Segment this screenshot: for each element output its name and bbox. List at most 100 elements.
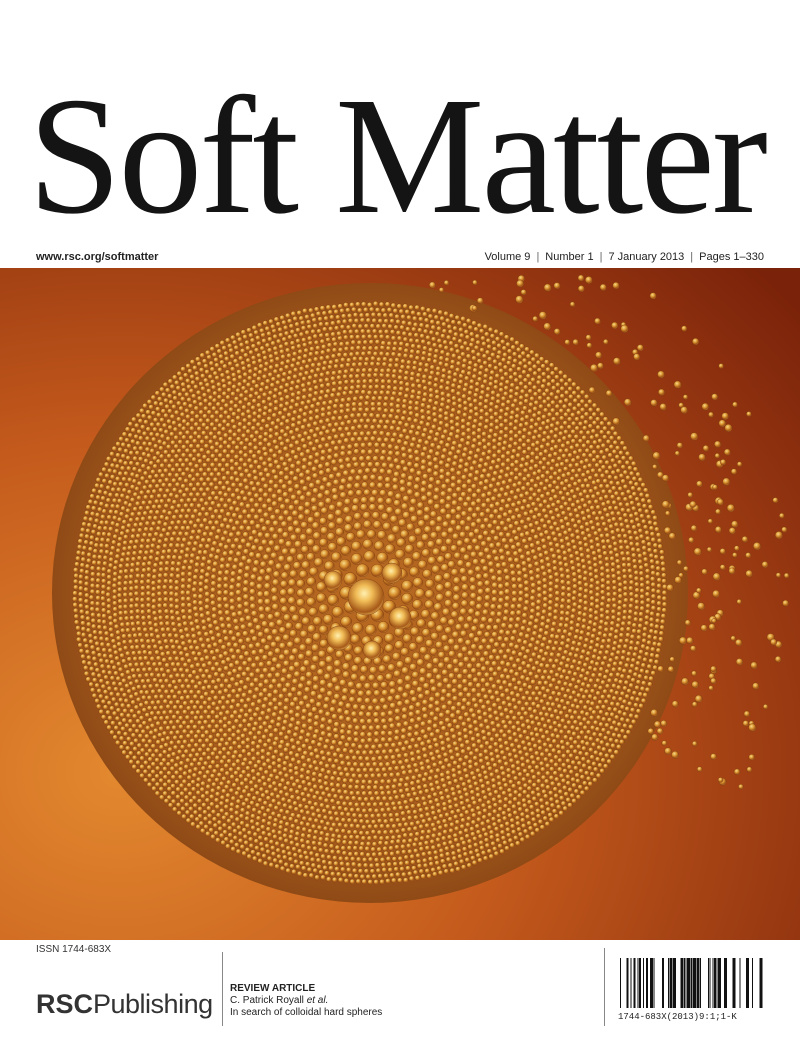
droplet [478, 415, 485, 422]
droplet [310, 739, 317, 746]
droplet [209, 709, 216, 716]
droplet [423, 689, 431, 697]
droplet [487, 744, 494, 751]
droplet [174, 604, 180, 610]
droplet [235, 530, 242, 538]
droplet [176, 644, 183, 651]
droplet [442, 572, 452, 581]
droplet [450, 388, 457, 395]
droplet [368, 481, 377, 489]
droplet [456, 652, 465, 660]
droplet [373, 540, 385, 552]
droplet [462, 400, 469, 406]
droplet [471, 696, 478, 704]
droplet [355, 790, 362, 797]
droplet [430, 755, 437, 762]
droplet [263, 678, 270, 686]
droplet [127, 638, 134, 645]
droplet [309, 805, 316, 812]
droplet [357, 813, 364, 819]
droplet [491, 648, 498, 655]
droplet [257, 545, 265, 553]
droplet [201, 471, 208, 478]
droplet [225, 511, 232, 518]
droplet [141, 684, 148, 690]
droplet [546, 411, 553, 418]
droplet [152, 705, 159, 711]
droplet [255, 815, 262, 822]
droplet [266, 506, 274, 513]
droplet [338, 771, 345, 778]
droplet [591, 653, 597, 660]
droplet [355, 412, 363, 419]
droplet [597, 685, 604, 691]
droplet [588, 583, 595, 590]
droplet [178, 760, 185, 767]
droplet [619, 550, 626, 557]
droplet [307, 763, 314, 770]
droplet [515, 759, 521, 766]
droplet [528, 614, 535, 621]
droplet [203, 668, 211, 675]
droplet [307, 357, 313, 364]
droplet [549, 627, 556, 634]
droplet [168, 719, 175, 726]
droplet [479, 389, 486, 396]
droplet [172, 426, 179, 433]
droplet [488, 503, 496, 510]
droplet [467, 390, 473, 396]
droplet [532, 743, 539, 749]
droplet [461, 386, 468, 393]
droplet [448, 650, 456, 658]
droplet [149, 672, 155, 678]
droplet [292, 731, 299, 739]
droplet [575, 454, 581, 461]
droplet [413, 767, 420, 774]
droplet [445, 775, 452, 781]
droplet [582, 662, 589, 668]
droplet [401, 580, 413, 592]
droplet [384, 643, 395, 654]
droplet [434, 525, 443, 533]
droplet [390, 351, 397, 358]
droplet [547, 580, 555, 587]
droplet [527, 706, 534, 713]
droplet [472, 755, 479, 762]
droplet [319, 349, 326, 356]
droplet [594, 579, 601, 586]
droplet [145, 465, 152, 472]
droplet [265, 807, 272, 814]
droplet [455, 701, 463, 708]
droplet [189, 710, 196, 717]
journal-url[interactable]: www.rsc.org/softmatter [36, 251, 159, 263]
droplet [542, 583, 549, 590]
droplet [345, 716, 352, 723]
droplet [394, 640, 405, 650]
droplet [138, 689, 145, 696]
droplet [521, 498, 528, 505]
droplet [507, 623, 514, 630]
droplet [378, 389, 385, 396]
droplet [301, 394, 308, 401]
droplet [283, 827, 289, 834]
droplet [480, 502, 488, 509]
droplet [506, 787, 513, 794]
droplet [281, 547, 289, 556]
droplet [214, 409, 220, 416]
droplet [265, 795, 272, 802]
droplet [404, 342, 411, 348]
droplet [369, 361, 376, 367]
droplet [145, 566, 152, 573]
droplet [259, 560, 267, 569]
droplet [156, 519, 163, 526]
droplet [436, 426, 443, 433]
droplet [274, 363, 280, 369]
droplet [368, 495, 377, 504]
droplet [547, 752, 553, 758]
droplet [184, 632, 191, 639]
droplet [544, 663, 551, 670]
droplet [575, 486, 581, 493]
droplet [482, 650, 490, 658]
droplet [307, 816, 314, 823]
droplet [273, 647, 282, 655]
